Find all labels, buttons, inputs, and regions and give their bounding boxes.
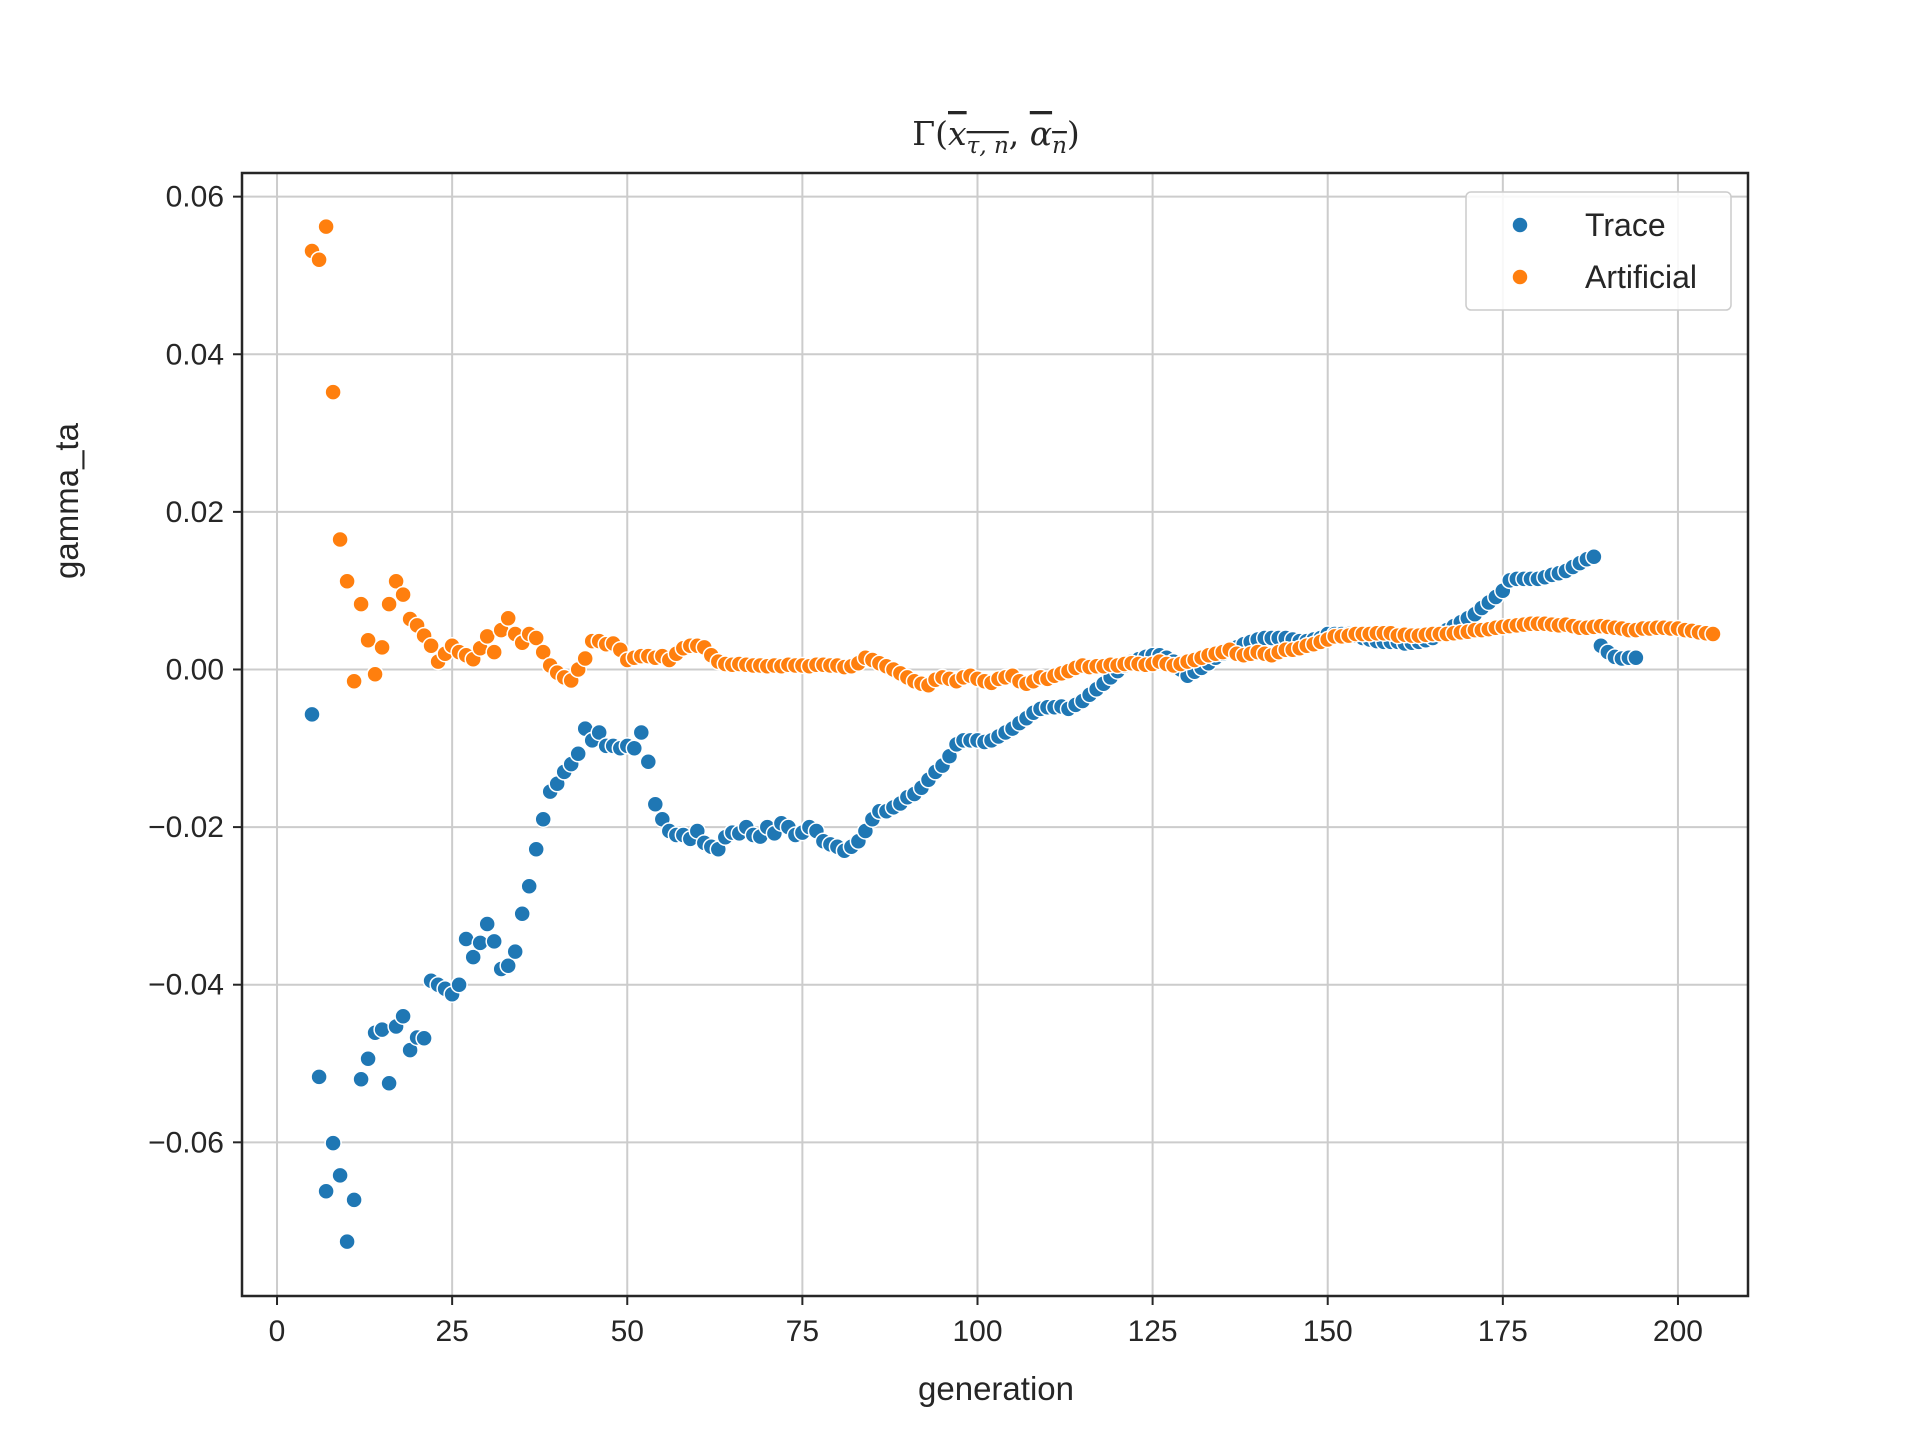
title-prefix: Γ( — [912, 114, 948, 153]
data-point-trace — [324, 1134, 342, 1152]
legend-marker-artificial — [1511, 268, 1529, 286]
data-point-artificial — [1704, 625, 1722, 643]
data-point-trace — [450, 975, 468, 994]
data-point-artificial — [366, 665, 384, 683]
data-point-artificial — [534, 643, 552, 661]
data-point-trace — [569, 745, 587, 763]
data-points — [303, 217, 1722, 1251]
title-arg2: α — [1030, 114, 1052, 153]
data-point-trace — [590, 723, 608, 742]
data-point-artificial — [373, 638, 391, 657]
data-point-trace — [1627, 648, 1645, 667]
x-tick-label: 25 — [435, 1315, 468, 1348]
legend-box — [1465, 191, 1732, 311]
chart-title: Γ(xτ, n, αn) — [912, 114, 1080, 159]
axis-ticks: 0 25 50 75 100 125 150 175 200 −0.06 −0.04 −0.02 0.0… — [148, 181, 1703, 1348]
plot-frame — [240, 171, 1750, 1298]
data-point-trace — [625, 739, 644, 758]
data-point-artificial — [345, 672, 363, 691]
data-point-trace — [380, 1074, 398, 1092]
data-point-trace — [415, 1029, 433, 1048]
data-point-artificial — [324, 383, 342, 401]
data-point-artificial — [576, 649, 594, 668]
data-point-artificial — [394, 585, 412, 604]
data-point-artificial — [317, 217, 335, 236]
data-point-trace — [527, 840, 545, 858]
data-point-artificial — [380, 595, 398, 613]
x-tick-label: 200 — [1653, 1315, 1703, 1348]
data-point-artificial — [527, 629, 545, 647]
data-point-trace — [394, 1007, 412, 1025]
data-point-trace — [345, 1191, 363, 1209]
data-point-artificial — [499, 609, 517, 628]
legend-label-trace: Trace — [1585, 207, 1666, 243]
legend: Trace Artificial — [1465, 191, 1732, 311]
data-point-trace — [478, 915, 496, 933]
data-point-trace — [310, 1068, 328, 1086]
data-point-artificial — [331, 530, 349, 549]
data-point-trace — [359, 1050, 377, 1068]
data-point-artificial — [310, 250, 328, 269]
data-point-trace — [352, 1070, 370, 1089]
data-point-trace — [513, 905, 531, 923]
x-axis-label: generation — [918, 1370, 1074, 1407]
y-tick-label: −0.06 — [148, 1126, 224, 1159]
data-point-trace — [303, 705, 321, 724]
legend-marker-trace — [1511, 216, 1529, 234]
y-tick-label: −0.02 — [148, 811, 224, 844]
data-point-trace — [1585, 548, 1603, 566]
data-point-trace — [317, 1182, 335, 1200]
y-tick-label: 0.00 — [166, 653, 224, 686]
data-point-trace — [499, 957, 517, 975]
y-tick-label: 0.02 — [166, 496, 224, 529]
legend-label-artificial: Artificial — [1585, 259, 1697, 295]
x-tick-label: 100 — [952, 1315, 1002, 1348]
x-tick-label: 75 — [786, 1315, 819, 1348]
data-point-artificial — [352, 595, 370, 613]
title-separator: , — [1009, 114, 1030, 153]
x-tick-label: 50 — [611, 1315, 644, 1348]
y-axis-label: gamma_ta — [48, 422, 85, 579]
x-tick-label: 125 — [1128, 1315, 1178, 1348]
data-point-trace — [485, 932, 503, 951]
data-point-artificial — [485, 643, 503, 661]
x-tick-label: 0 — [269, 1315, 286, 1348]
data-point-trace — [632, 723, 651, 742]
data-point-artificial — [422, 637, 440, 655]
y-tick-label: 0.04 — [166, 338, 224, 371]
title-arg1-subscript: τ, n — [967, 133, 1009, 159]
data-point-trace — [373, 1020, 391, 1039]
data-point-artificial — [338, 572, 356, 590]
series-artificial — [303, 217, 1722, 694]
data-point-trace — [639, 752, 658, 771]
title-suffix: ) — [1067, 114, 1080, 153]
title-arg1: x — [948, 114, 967, 153]
data-point-trace — [464, 948, 482, 966]
data-point-artificial — [359, 631, 377, 650]
data-point-trace — [534, 810, 552, 828]
data-point-trace — [331, 1166, 349, 1185]
title-arg2-subscript: n — [1052, 133, 1067, 159]
data-point-artificial — [387, 572, 405, 590]
y-tick-label: 0.06 — [166, 181, 224, 214]
data-point-trace — [646, 795, 665, 813]
data-point-trace — [338, 1232, 356, 1251]
data-point-trace — [520, 877, 538, 895]
y-tick-label: −0.04 — [148, 969, 224, 1002]
x-tick-label: 175 — [1478, 1315, 1528, 1348]
x-tick-label: 150 — [1303, 1315, 1353, 1348]
data-point-trace — [506, 942, 524, 961]
